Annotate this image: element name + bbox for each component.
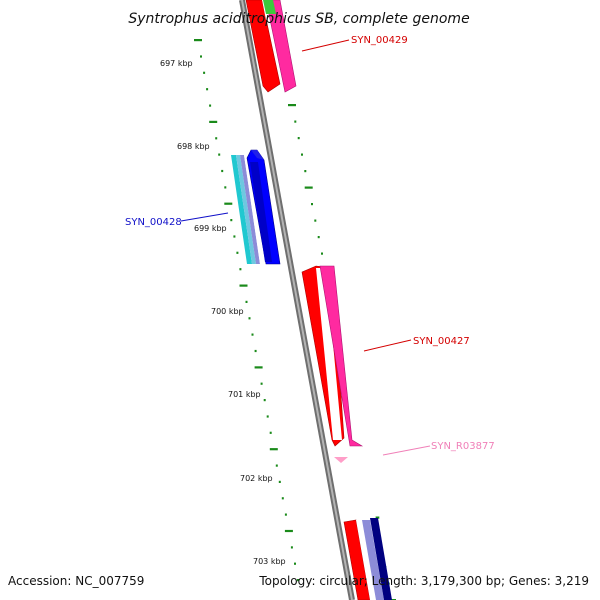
guide-tick: [236, 251, 239, 254]
guide-tick: [218, 153, 221, 156]
guide-tick: [203, 71, 206, 74]
guide-tick: [269, 431, 272, 434]
gene-label-syn00427[interactable]: SYN_00427: [413, 336, 470, 347]
guide-tick: [317, 236, 320, 239]
guide-tick: [233, 235, 236, 238]
guide-tick: [311, 203, 313, 206]
guide-tick: [304, 186, 313, 189]
guide-tick: [297, 579, 299, 582]
gene-label-syn-r03877[interactable]: SYN_R03877: [431, 441, 495, 452]
guide-tick: [254, 366, 263, 369]
guide-tick: [254, 349, 257, 353]
kbp-label-698: 698 kbp: [177, 142, 210, 151]
gene-label-syn00428[interactable]: SYN_00428: [125, 217, 182, 228]
label-connector-syn-r03877: [382, 445, 431, 456]
guide-tick: [251, 333, 254, 336]
kbp-label-702: 702 kbp: [240, 474, 273, 483]
guide-tick: [297, 137, 300, 140]
guide-tick: [194, 39, 202, 42]
guide-tick: [284, 513, 287, 516]
guide-tick: [206, 88, 209, 91]
genome-summary-text: Topology: circular; Length: 3,179,300 bp…: [259, 574, 589, 588]
guide-tick: [284, 529, 293, 533]
guide-tick: [314, 219, 317, 222]
guide-tick: [294, 120, 297, 123]
kbp-label-701: 701 kbp: [228, 390, 261, 399]
gene-label-syn00429[interactable]: SYN_00429: [351, 35, 408, 46]
guide-tick: [263, 399, 266, 402]
guide-tick: [224, 186, 227, 189]
kbp-label-700: 700 kbp: [211, 307, 244, 316]
gene-block-syn00427[interactable]: [301, 265, 364, 447]
guide-tick: [209, 104, 212, 107]
accession-text: Accession: NC_007759: [8, 574, 145, 588]
guide-tick: [278, 480, 281, 483]
guide-tick: [269, 448, 278, 451]
guide-tick: [215, 137, 218, 140]
guide-tick: [294, 562, 296, 565]
guide-tick: [248, 317, 251, 320]
label-connector-syn00429: [301, 39, 350, 52]
guide-tick: [239, 268, 242, 271]
label-connector-syn00428: [180, 212, 229, 222]
gene-block-syn00429[interactable]: [245, 0, 297, 93]
guide-tick: [304, 170, 307, 173]
gene-block-syn00428[interactable]: [231, 149, 281, 265]
guide-tick: [209, 120, 218, 123]
guide-tick: [200, 55, 202, 58]
guide-tick: [275, 464, 278, 467]
guide-tick: [290, 546, 293, 549]
kbp-label-697: 697 kbp: [160, 59, 193, 68]
guide-tick: [224, 202, 233, 205]
kbp-label-699: 699 kbp: [194, 224, 227, 233]
guide-tick: [288, 104, 296, 107]
label-connector-syn00427: [363, 339, 412, 352]
guide-tick: [245, 300, 248, 303]
gene-block-bottom[interactable]: [343, 518, 392, 600]
guide-tick: [239, 284, 248, 287]
guide-tick: [221, 169, 224, 173]
track-backdrop: [228, 0, 382, 600]
guide-tick: [266, 415, 269, 418]
kbp-label-703: 703 kbp: [253, 557, 286, 566]
guide-tick: [301, 153, 303, 156]
guide-tick: [321, 252, 323, 255]
gene-marker-syn-r03877[interactable]: [334, 457, 348, 463]
map-title: Syntrophus aciditrophicus SB, complete g…: [128, 11, 469, 27]
guide-tick: [230, 219, 233, 222]
guide-tick: [260, 382, 263, 385]
guide-tick: [281, 497, 284, 500]
genome-backbone-highlight: [241, 0, 353, 600]
